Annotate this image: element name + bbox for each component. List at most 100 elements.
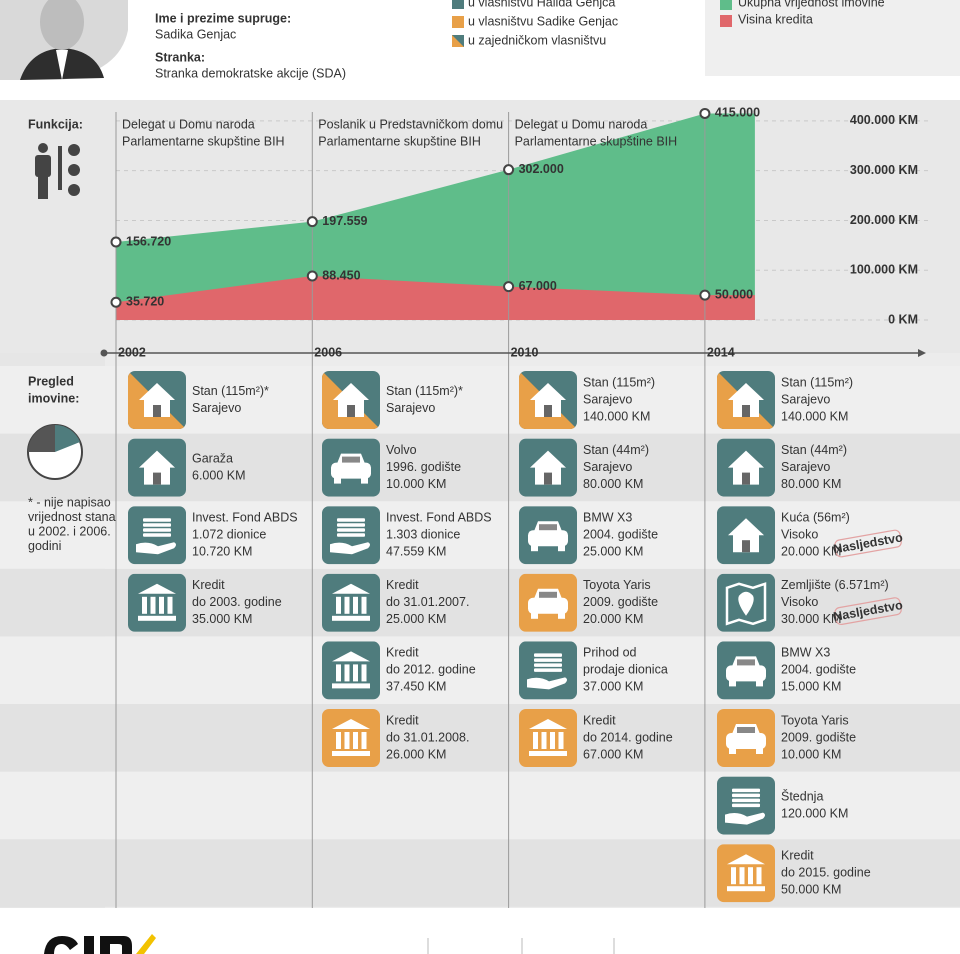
asset-text: 67.000 KM [583,747,643,761]
icon-glyph [530,450,566,485]
area [116,113,755,321]
asset-text: 30.000 KM [781,612,841,626]
icon-glyph [539,524,557,531]
function-text: Parlamentarne skupštine BIH [515,134,678,148]
asset-text: do 2014. godine [583,730,673,744]
icon-glyph [332,615,370,621]
asset-text: Visoko [781,595,818,609]
icon-glyph [528,597,568,614]
data-label: 35.720 [126,295,164,309]
asset-icon [519,371,577,429]
asset-text: 20.000 KM [781,544,841,558]
icon-glyph [150,596,156,614]
asset-text: 10.000 KM [386,477,446,491]
icon-glyph [558,612,565,619]
icon-glyph [353,732,358,749]
asset-text: Toyota Yaris [583,578,651,592]
icon-glyph [731,867,736,885]
y-tick-label: 200.000 KM [850,213,918,227]
assets-note: godini [28,539,61,553]
legend-swatch [452,16,464,28]
data-label: 302.000 [519,162,564,176]
icon-glyph [732,793,760,798]
icon-glyph [361,664,367,682]
asset-icon [128,371,186,429]
asset-text: 1996. godište [386,460,461,474]
asset-text: Sarajevo [583,392,632,406]
footer-background [0,908,960,954]
icon-glyph [332,651,370,662]
icon-glyph [737,659,755,666]
spouse-label: Ime i prezime supruge: [155,11,291,25]
asset-text: 2004. godište [781,663,856,677]
icon-body [128,573,186,632]
asset-text: 20.000 KM [583,612,643,626]
icon-glyph [336,596,341,614]
data-point [306,216,318,228]
icon-glyph [558,732,564,749]
legend-label: u vlasništvu Halida Genjca [468,0,615,9]
asset-icon [322,506,380,565]
icon-glyph [347,405,355,417]
row-band [0,771,960,840]
icon-glyph [143,528,171,532]
asset-icon [322,438,380,497]
asset-text: 37.450 KM [386,680,446,694]
asset-text: Kredit [192,578,225,592]
icon-glyph [541,732,547,749]
icon-glyph [531,545,538,552]
asset-text: 2009. godište [583,595,658,609]
asset-text: Sarajevo [192,401,241,415]
icon-glyph [534,653,562,657]
icon-background [322,573,380,632]
icon-glyph [739,867,745,885]
area [116,275,755,320]
stamp-box [834,597,902,626]
asset-text: do 2003. godine [192,595,282,609]
icon-glyph [534,658,562,662]
icon-glyph [726,733,766,749]
year-label: 2014 [707,345,735,359]
icon-body [519,709,577,767]
asset-icon [717,776,775,835]
icon-glyph [337,523,365,527]
spouse-name: Sadika Genjac [155,27,236,41]
asset-text: Štednja [781,788,823,803]
icon-glyph [336,732,341,749]
party-label: Stranka: [155,50,205,64]
icon-glyph [534,668,562,672]
asset-icon [322,709,380,767]
asset-text: BMW X3 [583,510,632,524]
icon-glyph [732,803,760,808]
asset-text: Sarajevo [781,460,830,474]
legend-label: u zajedničkom vlasništvu [468,33,606,47]
data-label: 67.000 [519,279,557,293]
function-text: Parlamentarne skupštine BIH [318,134,481,148]
icon-glyph [725,812,765,825]
icon-glyph [332,719,370,729]
assets-label: imovine: [28,391,79,405]
icon-glyph [725,582,767,626]
icon-body [717,844,775,903]
icon-glyph [527,677,567,690]
asset-text: 80.000 KM [781,477,841,491]
asset-icon [128,573,186,632]
asset-text: do 2012. godine [386,663,476,677]
asset-text: 1.303 dionice [386,527,460,541]
asset-text: 35.000 KM [192,612,252,626]
asset-text: Kredit [583,713,616,727]
legend-label: u vlasništvu Sadike Genjac [468,14,618,28]
asset-text: 80.000 KM [583,477,643,491]
data-label: 197.559 [322,214,367,228]
asset-text: do 31.01.2007. [386,595,469,609]
icon-background [322,709,380,767]
icon-glyph [353,664,358,682]
asset-text: 10.000 KM [781,747,841,761]
icon-glyph [337,533,365,537]
icon-glyph [331,462,371,479]
icon-glyph [361,732,367,749]
asset-icon [519,573,577,632]
asset-text: Garaža [192,451,233,465]
icon-glyph [143,533,171,537]
